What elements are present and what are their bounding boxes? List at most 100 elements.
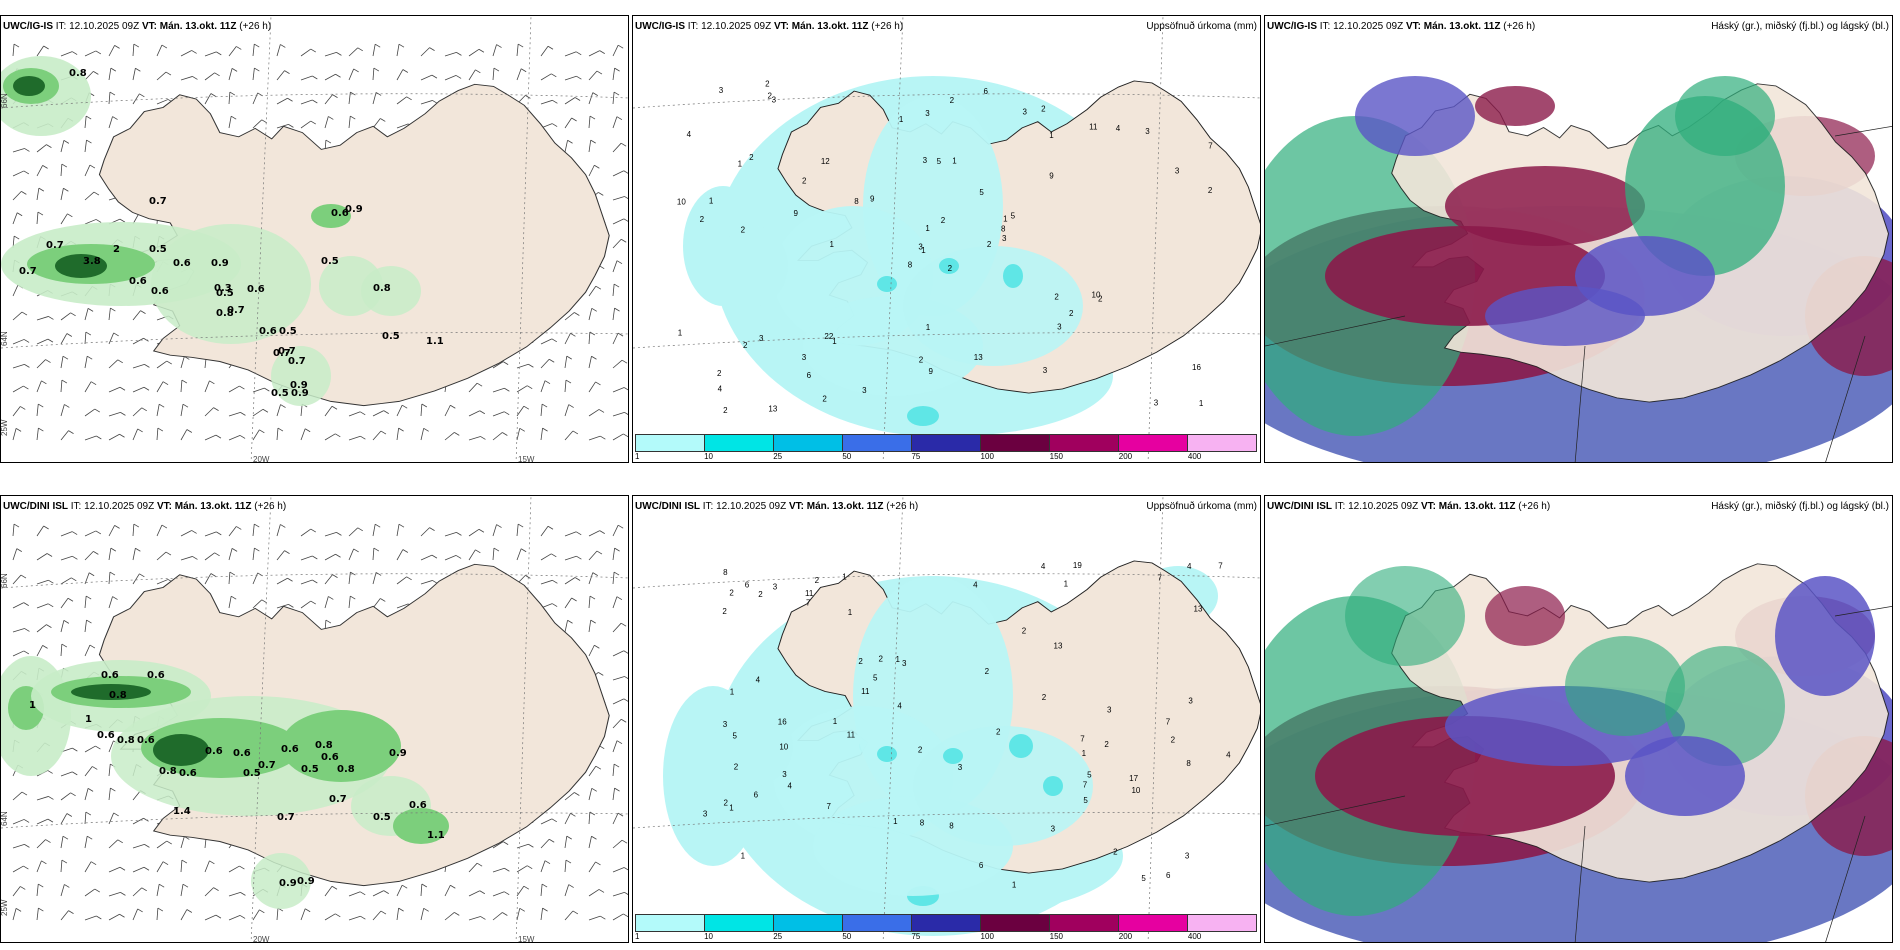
value-label: 0.7 — [329, 794, 347, 805]
value-label: 1 — [1082, 749, 1087, 758]
value-label: 5 — [1141, 874, 1146, 883]
value-label: 1 — [1199, 399, 1204, 408]
value-label: 0.8 — [109, 690, 127, 701]
value-label: 13 — [1054, 642, 1063, 651]
value-label: 6 — [1166, 871, 1171, 880]
value-label: 2 — [1104, 740, 1109, 749]
value-label: 3 — [723, 720, 728, 729]
precip-map: 2112112112312789133539465522322232112112… — [633, 16, 1260, 462]
axis-label: 20W — [253, 935, 270, 943]
value-label: 2 — [729, 588, 734, 597]
value-label: 3 — [782, 770, 787, 779]
value-label: 2 — [749, 153, 754, 162]
value-label: 3 — [772, 96, 777, 105]
colorbar-tick: 25 — [773, 932, 783, 941]
value-label: 3 — [1145, 127, 1150, 136]
value-label: 6 — [984, 87, 989, 96]
panel-header: UWC/IG-IS IT: 12.10.2025 09Z VT: Mán. 13… — [3, 21, 272, 32]
panel-title: Háský (gr.), miðský (fj.bl.) og lágský (… — [1711, 21, 1889, 32]
value-label: 1 — [1064, 580, 1069, 589]
value-label: 4 — [718, 385, 723, 394]
panel-header: UWC/DINI ISL IT: 12.10.2025 09Z VT: Mán.… — [635, 501, 919, 512]
value-label: 0.9 — [290, 380, 308, 391]
value-label: 0.9 — [279, 878, 297, 889]
value-label: 2 — [1113, 847, 1118, 856]
value-label: 0.5 — [271, 388, 289, 399]
value-label: 13 — [768, 404, 777, 413]
value-label: 3 — [1022, 107, 1027, 116]
value-label: 3 — [1107, 705, 1112, 714]
value-label: 0.7 — [258, 760, 276, 771]
value-label: 2 — [734, 763, 739, 772]
value-label: 1 — [926, 323, 931, 332]
value-label: 2 — [858, 657, 863, 666]
value-label: 0.6 — [151, 286, 169, 297]
value-label: 2 — [1042, 693, 1047, 702]
colorbar-swatch — [1187, 434, 1257, 452]
value-label: 0.6 — [259, 326, 277, 337]
colorbar-swatch — [1118, 434, 1187, 452]
value-label: 2 — [724, 798, 729, 807]
value-label: 2 — [743, 341, 748, 350]
value-label: 1 — [730, 687, 735, 696]
value-label: 4 — [897, 702, 902, 711]
panel-wind-dini: UWC/DINI ISL IT: 12.10.2025 09Z VT: Mán.… — [0, 495, 629, 943]
value-label: 3 — [862, 386, 867, 395]
value-label: 22 — [824, 332, 833, 341]
value-label: 2 — [767, 91, 772, 100]
value-label: 0.6 — [137, 735, 155, 746]
value-label: 4 — [1116, 124, 1121, 133]
value-label: 0.9 — [345, 204, 363, 215]
value-label: 10 — [1131, 786, 1140, 795]
value-label: 11 — [805, 589, 814, 598]
colorbar-swatch — [1049, 914, 1118, 932]
value-label: 7 — [1218, 561, 1223, 570]
value-label: 5 — [937, 157, 942, 166]
value-label: 2 — [765, 79, 770, 88]
value-label: 1 — [832, 337, 837, 346]
colorbar-tick: 400 — [1187, 932, 1202, 941]
value-label: 3 — [902, 659, 907, 668]
value-label: 3 — [1043, 366, 1048, 375]
value-label: 0.6 — [179, 768, 197, 779]
axis-label: 15W — [518, 455, 535, 463]
value-label: 1 — [29, 700, 36, 711]
value-label: 9 — [929, 367, 934, 376]
value-label: 0.6 — [147, 670, 165, 681]
value-label: 0.6 — [205, 746, 223, 757]
axis-label: 64N — [1, 331, 9, 346]
colorbar-swatch — [1187, 914, 1257, 932]
colorbar-tick: 400 — [1187, 452, 1202, 461]
panel-clouds-igis: UWC/IG-IS IT: 12.10.2025 09Z VT: Mán. 13… — [1264, 15, 1893, 463]
colorbar-swatch — [773, 434, 842, 452]
value-label: 4 — [1187, 562, 1192, 571]
value-label: 0.6 — [173, 258, 191, 269]
value-label: 2 — [1041, 104, 1046, 113]
value-label: 1 — [678, 329, 683, 338]
value-label: 1 — [896, 655, 901, 664]
value-label: 3 — [923, 156, 928, 165]
colorbar-tick: 25 — [773, 452, 783, 461]
value-label: 1 — [1049, 131, 1054, 140]
value-label: 0.8 — [373, 283, 391, 294]
axis-label: 66N — [1, 93, 9, 108]
value-label: 7 — [806, 598, 811, 607]
colorbar-tick: 1 — [635, 932, 640, 941]
value-label: 2 — [878, 654, 883, 663]
panel-precip-igis: UWC/IG-IS IT: 12.10.2025 09Z VT: Mán. 13… — [632, 15, 1261, 463]
panel-wind-igis: UWC/IG-IS IT: 12.10.2025 09Z VT: Mán. 13… — [0, 15, 629, 463]
value-label: 2 — [822, 395, 827, 404]
value-label: 2 — [802, 177, 807, 186]
value-label: 0.5 — [301, 764, 319, 775]
value-label: 1 — [738, 160, 743, 169]
value-label: 3 — [1188, 696, 1193, 705]
value-label: 0.6 — [321, 752, 339, 763]
value-label: 0.8 — [69, 68, 87, 79]
value-label: 9 — [1049, 172, 1054, 181]
colorbar-tick: 50 — [842, 452, 852, 461]
value-label: 3 — [1185, 852, 1190, 861]
value-label: 0.6 — [281, 744, 299, 755]
value-label: 3 — [1154, 399, 1159, 408]
value-label: 1.4 — [173, 806, 191, 817]
value-label: 0.5 — [216, 288, 234, 299]
